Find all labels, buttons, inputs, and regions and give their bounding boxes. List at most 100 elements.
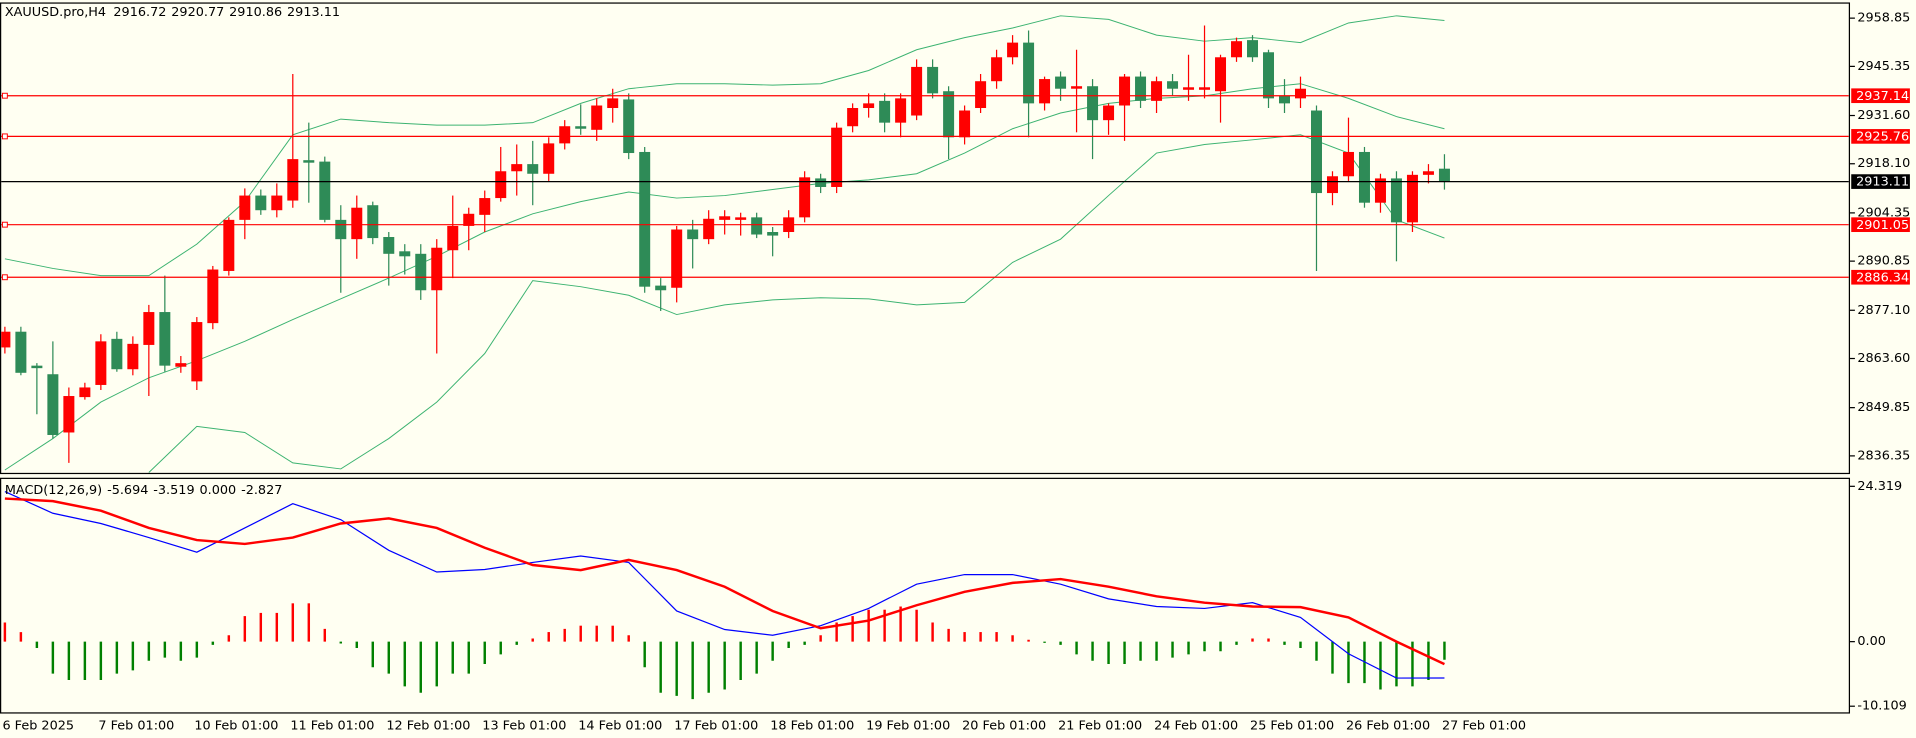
x-tick-label: 11 Feb 01:00 (290, 718, 374, 733)
candle-body (735, 217, 747, 220)
main-panel (0, 2, 1851, 475)
candle-body (207, 269, 219, 324)
x-tick-label: 14 Feb 01:00 (578, 718, 662, 733)
candle-body (527, 164, 539, 174)
x-tick-label: 18 Feb 01:00 (770, 718, 854, 733)
open-value: 2916.72 (113, 5, 166, 20)
symbol: XAUUSD.pro,H4 (5, 5, 106, 20)
level-label: 2913.11 (1856, 175, 1909, 190)
candle-body (1294, 88, 1306, 99)
candle-body (479, 198, 491, 215)
candle-body (255, 195, 267, 211)
level-label: 2937.14 (1856, 89, 1909, 104)
candle-body (799, 177, 811, 218)
x-tick-label: 6 Feb 2025 (2, 718, 74, 733)
candle-body (1183, 87, 1195, 90)
candle-body (671, 229, 683, 288)
candle-body (1087, 86, 1099, 121)
macd-plot (3, 490, 1446, 700)
candle-body (463, 213, 475, 226)
candle-body (1, 331, 11, 348)
zero-value: 0.000 (199, 482, 236, 497)
candle-body (287, 159, 299, 201)
level-label: 2925.76 (1856, 129, 1909, 144)
candle-body (895, 98, 907, 123)
candle-body (943, 91, 955, 138)
level-label-box (1851, 88, 1910, 104)
candle-body (655, 285, 667, 291)
candle-body (223, 219, 235, 271)
y-tick-label: 2918.10 (1857, 156, 1910, 171)
candle-body (879, 100, 891, 123)
low-value: 2910.86 (229, 5, 282, 20)
macd-panel (0, 477, 1851, 714)
candle-body (1199, 87, 1211, 90)
candle-body (975, 81, 987, 109)
candle-body (815, 178, 827, 187)
signal-value: -3.519 (153, 482, 194, 497)
candle-body (383, 237, 395, 254)
candle-body (399, 251, 411, 257)
candle-body (1151, 81, 1163, 101)
candle-body (1231, 41, 1243, 58)
candle-body (959, 110, 971, 138)
candle-body (159, 312, 171, 366)
level-label: 2886.34 (1856, 270, 1909, 285)
candle-body (1055, 76, 1067, 89)
candle-body (47, 374, 59, 435)
close-value: 2913.11 (287, 5, 340, 20)
candle-body (1007, 42, 1019, 58)
candle-body (335, 219, 347, 240)
candle-body (351, 207, 363, 240)
level-label-box (1851, 217, 1910, 233)
macd-line (4, 497, 1445, 666)
candle-body (111, 338, 123, 370)
level-label-box (1851, 129, 1910, 144)
candle-body (1406, 174, 1418, 223)
candle-body (15, 331, 27, 373)
candle-body (143, 312, 155, 345)
candle-body (239, 195, 251, 220)
candle-body (495, 171, 507, 199)
candle-body (1103, 105, 1115, 121)
candle-body (1119, 76, 1131, 106)
candle-body (1326, 176, 1338, 194)
candle-body (31, 365, 43, 369)
candle-body (1167, 81, 1179, 89)
candle-body (767, 232, 779, 236)
candle-body (1390, 178, 1402, 223)
macd-header: MACD(12,26,9) -5.694 -3.519 0.000 -2.827 (5, 482, 282, 497)
y-tick-label: 24.319 (1857, 479, 1902, 494)
candle-body (591, 105, 603, 130)
candle-body (991, 57, 1003, 82)
candle-body (575, 126, 587, 129)
candle-body (175, 363, 187, 367)
x-tick-label: 20 Feb 01:00 (962, 718, 1046, 733)
band-lower (148, 134, 1445, 473)
macd-name: MACD(12,26,9) (5, 482, 102, 497)
x-tick-label: 26 Feb 01:00 (1346, 718, 1430, 733)
x-tick-label: 10 Feb 01:00 (194, 718, 278, 733)
candle-body (1279, 95, 1291, 104)
candle-body (303, 160, 315, 163)
x-tick-label: 12 Feb 01:00 (386, 718, 470, 733)
candle-body (271, 195, 283, 211)
level-label-box (1851, 269, 1910, 285)
histogram-value: -2.827 (241, 482, 282, 497)
x-tick-label: 19 Feb 01:00 (866, 718, 950, 733)
candle-body (831, 127, 843, 187)
macd-value: -5.694 (107, 482, 148, 497)
level-handle (1, 274, 8, 281)
candle-body (1071, 86, 1083, 89)
level-label-box (1851, 174, 1910, 189)
candle-body (367, 205, 379, 239)
candle-body (1023, 42, 1035, 104)
candle-body (1039, 79, 1051, 104)
candle-body (911, 66, 923, 116)
macd-line (4, 490, 1445, 679)
x-tick-label: 17 Feb 01:00 (674, 718, 758, 733)
candle-body (415, 253, 427, 291)
x-tick-label: 25 Feb 01:00 (1250, 718, 1334, 733)
